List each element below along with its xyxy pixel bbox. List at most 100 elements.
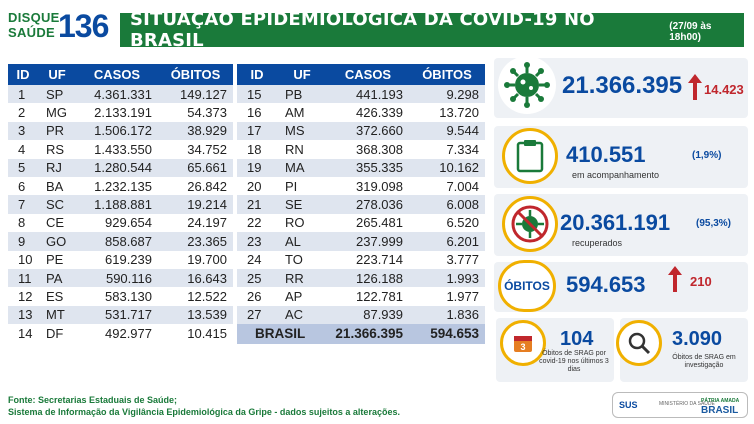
table-row: 4 RS 1.433.550 34.752 [8, 140, 233, 159]
states-table-right: ID UF CASOS ÓBITOS 15 PB 441.193 9.298 16 AM 4… [237, 64, 485, 345]
cell-uf: PR [38, 121, 76, 141]
cell-uf: MS [277, 121, 327, 141]
cell-uf: ES [38, 287, 76, 306]
cell-uf: RN [277, 140, 327, 159]
logo-line1: DISQUE [8, 10, 60, 25]
cell-id: 3 [8, 121, 38, 141]
cell-obitos: 54.373 [158, 103, 233, 122]
table-row: 14 DF 492.977 10.415 [8, 324, 233, 343]
cell-casos: 1.506.172 [76, 121, 158, 141]
cell-uf: SE [277, 195, 327, 214]
table-row: 17 MS 372.660 9.544 [237, 121, 485, 141]
cell-id: 12 [8, 287, 38, 306]
table-header-row: ID UF CASOS ÓBITOS [237, 64, 485, 85]
col-id-header: ID [237, 64, 277, 85]
cell-casos: 590.116 [76, 268, 158, 288]
cell-casos: 929.654 [76, 213, 158, 233]
cell-obitos: 3.777 [409, 250, 485, 269]
cell-uf: PB [277, 85, 327, 104]
states-table-left: ID UF CASOS ÓBITOS 1 SP 4.361.331 149.127 2 M… [8, 64, 233, 343]
cell-uf: SP [38, 85, 76, 104]
cell-id: 1 [8, 85, 38, 104]
clipboard-icon [502, 128, 558, 184]
cell-casos: 531.717 [76, 305, 158, 325]
cell-id: 13 [8, 305, 38, 325]
calendar-icon: 3 [500, 320, 546, 366]
total-row: BRASIL 21.366.395 594.653 [237, 324, 485, 345]
cell-uf: RR [277, 268, 327, 288]
cell-id: 10 [8, 250, 38, 269]
cell-uf: MA [277, 158, 327, 177]
srag-3days-label: Óbitos de SRAG por covid-19 nos últimos … [539, 350, 609, 373]
cell-casos: 1.433.550 [76, 140, 158, 159]
brasil-logo: PÁTRIA AMADA BRASIL [701, 397, 740, 416]
disque-saude-logo: DISQUE SAÚDE 136 [8, 8, 112, 46]
calendar-digit: 3 [520, 342, 525, 352]
title-bar: SITUAÇÃO EPIDEMIOLÓGICA DA COVID-19 NO B… [120, 9, 744, 51]
cell-uf: CE [38, 213, 76, 233]
cell-uf: RS [38, 140, 76, 159]
table-row: 18 RN 368.308 7.334 [237, 140, 485, 159]
recovered-total: 20.361.191 [560, 210, 671, 235]
cell-id: 7 [8, 195, 38, 214]
recovered-label: recuperados [572, 238, 623, 248]
cell-obitos: 1.836 [409, 305, 485, 325]
monitoring-pct: (1,9%) [692, 150, 722, 161]
srag-investigation-total: 3.090 [672, 328, 723, 350]
deaths-total: 594.653 [566, 272, 646, 297]
cell-id: 19 [237, 158, 277, 177]
table-row: 9 GO 858.687 23.365 [8, 232, 233, 251]
col-obitos-header: ÓBITOS [158, 64, 233, 85]
cases-total: 21.366.395 [562, 72, 683, 99]
cell-casos: 223.714 [327, 250, 409, 269]
table-row: 1 SP 4.361.331 149.127 [8, 85, 233, 104]
table-row: 19 MA 355.335 10.162 [237, 158, 485, 177]
cell-obitos: 10.415 [158, 324, 233, 343]
cell-obitos: 13.539 [158, 305, 233, 325]
cell-uf: AC [277, 305, 327, 325]
cell-uf: PA [38, 268, 76, 288]
table-row: 12 ES 583.130 12.522 [8, 287, 233, 306]
cell-casos: 237.999 [327, 232, 409, 251]
cell-casos: 278.036 [327, 195, 409, 214]
table-row: 6 BA 1.232.135 26.842 [8, 176, 233, 196]
cell-casos: 87.939 [327, 305, 409, 325]
cell-casos: 1.188.881 [76, 195, 158, 214]
brasil-logo-line1: PÁTRIA AMADA [701, 398, 740, 404]
cell-id: 21 [237, 195, 277, 214]
cell-uf: PI [277, 176, 327, 196]
cell-id: 18 [237, 140, 277, 159]
total-casos: 21.366.395 [327, 324, 409, 345]
cell-uf: RJ [38, 158, 76, 177]
monitoring-label: em acompanhamento [572, 170, 660, 180]
footer-line2: Sistema de Informação da Vigilância Epid… [8, 407, 400, 417]
cell-obitos: 65.661 [158, 158, 233, 177]
cell-obitos: 7.004 [409, 176, 485, 196]
total-label: BRASIL [237, 324, 327, 345]
table-row: 23 AL 237.999 6.201 [237, 232, 485, 251]
cell-uf: TO [277, 250, 327, 269]
col-uf-header: UF [277, 64, 327, 85]
deaths-label: ÓBITOS [504, 279, 550, 293]
cell-uf: DF [38, 324, 76, 343]
cell-id: 8 [8, 213, 38, 233]
footer-source: Fonte: Secretarias Estaduais de Saúde; S… [8, 394, 400, 418]
cell-obitos: 16.643 [158, 268, 233, 288]
cell-casos: 1.232.135 [76, 176, 158, 196]
cell-id: 11 [8, 268, 38, 288]
cell-obitos: 1.977 [409, 287, 485, 306]
cell-casos: 619.239 [76, 250, 158, 269]
cell-obitos: 149.127 [158, 85, 233, 104]
cell-id: 24 [237, 250, 277, 269]
deaths-badge: ÓBITOS [498, 260, 556, 312]
cell-obitos: 6.008 [409, 195, 485, 214]
cell-obitos: 38.929 [158, 121, 233, 141]
cell-uf: BA [38, 176, 76, 196]
virus-icon [498, 56, 556, 114]
cell-casos: 2.133.191 [76, 103, 158, 122]
arrow-up-icon [688, 74, 702, 100]
table-row: 27 AC 87.939 1.836 [237, 305, 485, 325]
total-obitos: 594.653 [409, 324, 485, 345]
ministry-label: MINISTÉRIO DA SAÚDE [659, 401, 715, 407]
cell-id: 26 [237, 287, 277, 306]
